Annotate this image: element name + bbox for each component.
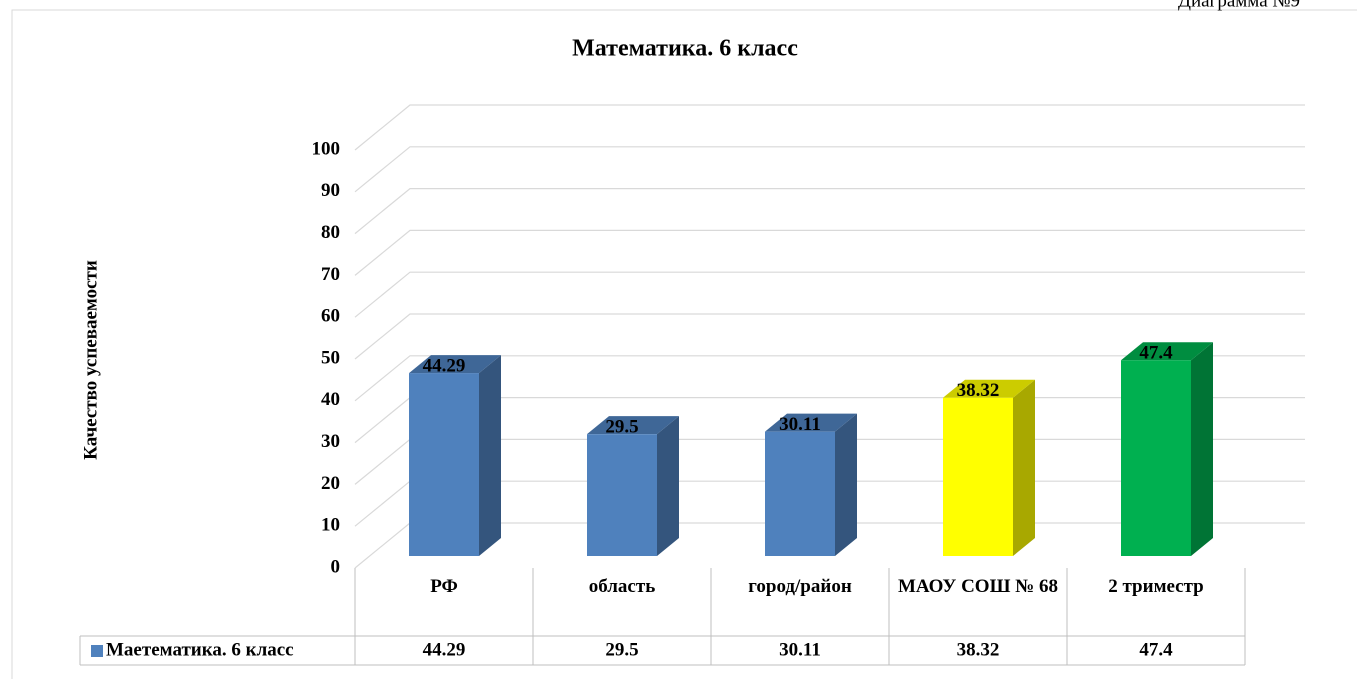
bar-front	[587, 434, 657, 556]
x-tick-label-box: область	[588, 576, 656, 597]
grid-line	[354, 146, 1305, 193]
y-tick-label: 50	[321, 347, 340, 368]
bar-top	[943, 379, 1035, 398]
data-label: 44.29	[423, 355, 466, 376]
bar-side	[1013, 379, 1035, 556]
table-value: 30.11	[779, 639, 821, 660]
y-tick-label: 100	[312, 138, 341, 159]
x-tick-label-box: МАОУ СОШ № 68	[897, 576, 1059, 597]
bar	[765, 413, 857, 556]
x-tick-label-box: 2 триместр	[1108, 576, 1204, 597]
y-axis-label: Качество успеваемости	[80, 260, 101, 460]
y-tick-label: 40	[321, 389, 340, 410]
table-value: 47.4	[1139, 639, 1173, 660]
corner-note: Диаграмма №9	[1178, 0, 1300, 11]
y-tick-label: 70	[321, 264, 340, 285]
chart-title: Математика. 6 класс	[572, 36, 798, 62]
grid-line	[354, 313, 1305, 360]
table-value: 44.29	[423, 639, 466, 660]
bar-front	[943, 397, 1013, 556]
legend-swatch	[91, 645, 103, 657]
data-label: 29.5	[605, 417, 638, 438]
y-tick-label: 0	[331, 556, 341, 577]
y-tick-label: 20	[321, 473, 340, 494]
bar-side	[657, 416, 679, 556]
y-tick-label: 60	[321, 306, 340, 327]
bar-front	[409, 373, 479, 556]
chart-frame	[11, 9, 1357, 679]
grid-line	[354, 271, 1305, 318]
data-label: 47.4	[1139, 343, 1173, 364]
bar-top	[1121, 342, 1213, 361]
bar	[587, 416, 679, 556]
grid-line	[354, 355, 1305, 402]
bar-top	[587, 416, 679, 435]
y-tick-label: 30	[321, 431, 340, 452]
x-tick-label: РФ	[430, 576, 458, 597]
x-tick-label: город/район	[748, 576, 852, 597]
table-value: 38.32	[957, 639, 1000, 660]
data-label: 30.11	[779, 414, 821, 435]
x-tick-label: МАОУ СОШ № 68	[897, 576, 1059, 597]
grid-line	[354, 229, 1305, 276]
y-tick-label: 90	[321, 180, 340, 201]
table-value: 29.5	[605, 639, 638, 660]
bar-side	[1191, 342, 1213, 556]
bar	[409, 355, 501, 556]
data-label: 38.32	[957, 380, 1000, 401]
x-tick-label: область	[588, 576, 656, 597]
bar-side	[479, 355, 501, 556]
bar-front	[1121, 360, 1191, 556]
legend-label: Маетематика. 6 класс	[106, 639, 294, 660]
y-tick-label: 80	[321, 222, 340, 243]
x-tick-label-box: РФ	[430, 576, 458, 597]
x-tick-label: 2 триместр	[1108, 576, 1204, 597]
bar-top	[765, 413, 857, 432]
grid-line	[354, 104, 1305, 151]
y-tick-label: 10	[321, 515, 340, 536]
bar-front	[765, 431, 835, 556]
bar-side	[835, 413, 857, 556]
bar-top	[409, 355, 501, 374]
bar	[943, 379, 1035, 556]
bar	[1121, 342, 1213, 556]
x-tick-label-box: город/район	[748, 576, 852, 597]
grid-line	[354, 188, 1305, 235]
